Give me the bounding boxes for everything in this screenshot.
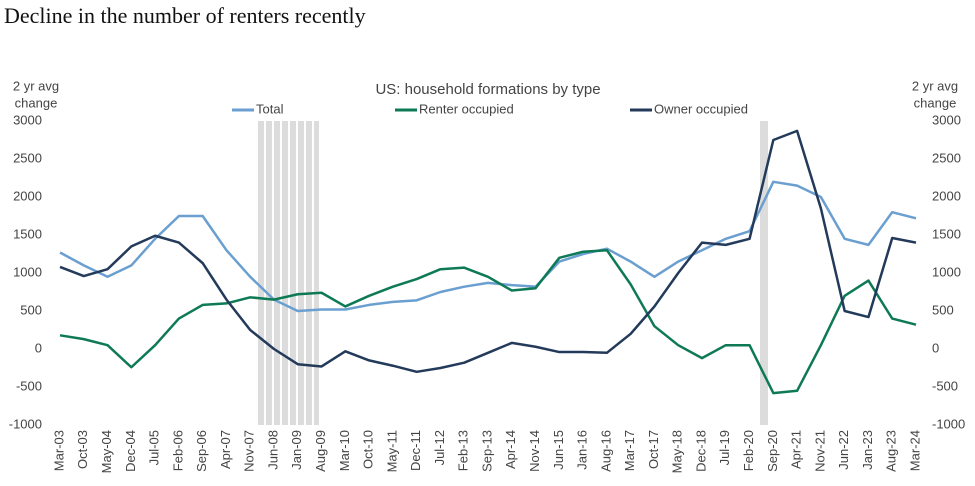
y2-tick-label: -500 [932, 378, 958, 393]
y-tick-label: 1500 [13, 226, 42, 241]
x-tick-label: Nov-21 [812, 430, 827, 472]
y-tick-label: 1000 [13, 264, 42, 279]
x-tick-label: Jan-09 [289, 430, 304, 470]
x-tick-label: Mar-10 [337, 430, 352, 471]
x-tick-label: Apr-21 [789, 430, 804, 469]
x-tick-label: Jan-23 [860, 430, 875, 470]
y-tick-label: 2000 [13, 188, 42, 203]
x-tick-label: Mar-17 [622, 430, 637, 471]
y-tick-label: 500 [20, 302, 42, 317]
x-tick-label: May-11 [384, 430, 399, 472]
y2-axis-label: change [914, 95, 957, 110]
x-tick-label: Sep-06 [194, 430, 209, 472]
x-tick-label: Apr-14 [503, 430, 518, 469]
y2-tick-label: 2500 [932, 150, 961, 165]
line-1 [59, 248, 917, 395]
y2-tick-label: 1500 [932, 226, 961, 241]
x-tick-label: Sep-20 [765, 430, 780, 472]
x-tick-label: Mar-03 [51, 430, 66, 471]
y-tick-label: -1000 [9, 416, 42, 431]
legend-label: Owner occupied [654, 101, 748, 116]
x-tick-label: Feb-06 [170, 430, 185, 471]
chart-title: Decline in the number of renters recentl… [4, 3, 366, 28]
legend-label: Total [256, 101, 284, 116]
x-tick-label: Dec-11 [408, 430, 423, 471]
x-tick-label: Jun-15 [551, 430, 566, 470]
x-tick-label: Oct-03 [75, 430, 90, 469]
x-tick-label: Jun-08 [265, 430, 280, 470]
x-tick-label: Feb-13 [456, 430, 471, 471]
x-tick-label: Oct-10 [361, 430, 376, 469]
x-tick-label: Aug-09 [313, 430, 328, 472]
x-tick-label: Nov-14 [527, 430, 542, 472]
x-tick-label: Jun-22 [836, 430, 851, 470]
x-tick-label: Sep-13 [479, 430, 494, 472]
x-tick-label: Oct-17 [646, 430, 661, 469]
x-tick-label: Mar-24 [907, 430, 922, 471]
y2-axis-label: 2 yr avg [912, 78, 958, 93]
y2-tick-label: -1000 [932, 416, 965, 431]
y2-tick-label: 0 [932, 340, 939, 355]
y2-tick-label: 3000 [932, 112, 961, 127]
x-tick-label: Aug-16 [598, 430, 613, 472]
y-axis-label: 2 yr avg [13, 78, 59, 93]
x-tick-label: Jan-16 [575, 430, 590, 470]
x-tick-label: Dec-18 [693, 430, 708, 472]
x-tick-label: Jul-05 [147, 430, 162, 465]
x-tick-label: Dec-04 [123, 430, 138, 472]
x-tick-label: Aug-23 [884, 430, 899, 472]
y-axis-label: change [15, 95, 58, 110]
legend-label: Renter occupied [419, 101, 514, 116]
x-tick-label: Nov-07 [242, 430, 257, 472]
x-tick-label: Feb-20 [741, 430, 756, 471]
line-0 [59, 180, 917, 313]
y-tick-label: 0 [35, 340, 42, 355]
x-tick-label: Jul-19 [717, 430, 732, 465]
line-2 [59, 129, 917, 374]
y2-tick-label: 500 [932, 302, 954, 317]
y2-tick-label: 2000 [932, 188, 961, 203]
x-tick-label: May-18 [670, 430, 685, 473]
x-tick-label: May-04 [99, 430, 114, 473]
x-tick-label: Jul-12 [432, 430, 447, 465]
y-tick-label: 2500 [13, 150, 42, 165]
y-tick-label: -500 [16, 378, 42, 393]
chart-subtitle: US: household formations by type [375, 81, 600, 98]
y-tick-label: 3000 [13, 112, 42, 127]
x-tick-label: Apr-07 [218, 430, 233, 469]
y2-tick-label: 1000 [932, 264, 961, 279]
recession-shading [258, 121, 768, 425]
